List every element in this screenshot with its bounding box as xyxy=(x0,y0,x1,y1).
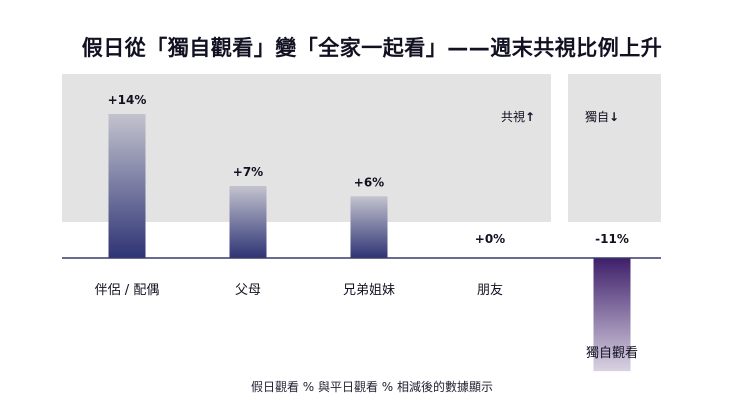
bar-2 xyxy=(229,186,267,258)
data-label-3: +6% xyxy=(354,175,384,189)
chart-title: 假日從「獨自觀看」變「全家一起看」——週末共視比例上升 xyxy=(81,36,663,60)
solo-panel xyxy=(568,74,661,222)
category-label-1: 伴侶 / 配偶 xyxy=(95,283,160,298)
data-label-4: +0% xyxy=(475,232,505,246)
data-label-2: +7% xyxy=(233,165,263,179)
category-label-3: 兄弟姐妹 xyxy=(343,283,395,298)
arrow-down-icon: ↓ xyxy=(609,110,619,124)
category-label-5: 獨自觀看 xyxy=(586,345,638,361)
solo-label-text: 獨自 xyxy=(585,109,609,124)
solo-panel-label: 獨自↓ xyxy=(585,109,619,124)
co-viewing-panel-label: 共視↑ xyxy=(501,109,535,124)
bar-1 xyxy=(108,114,146,258)
bar-3 xyxy=(350,196,388,258)
co-viewing-label-text: 共視 xyxy=(501,109,525,124)
data-label-5: -11% xyxy=(595,232,629,246)
bar-5 xyxy=(593,258,631,372)
category-label-4: 朋友 xyxy=(477,282,503,298)
category-label-2: 父母 xyxy=(235,283,261,298)
data-label-1: +14% xyxy=(108,93,147,107)
arrow-up-icon: ↑ xyxy=(525,110,535,124)
footnote: 假日觀看 % 與平日觀看 % 相減後的數據顯示 xyxy=(250,380,494,394)
